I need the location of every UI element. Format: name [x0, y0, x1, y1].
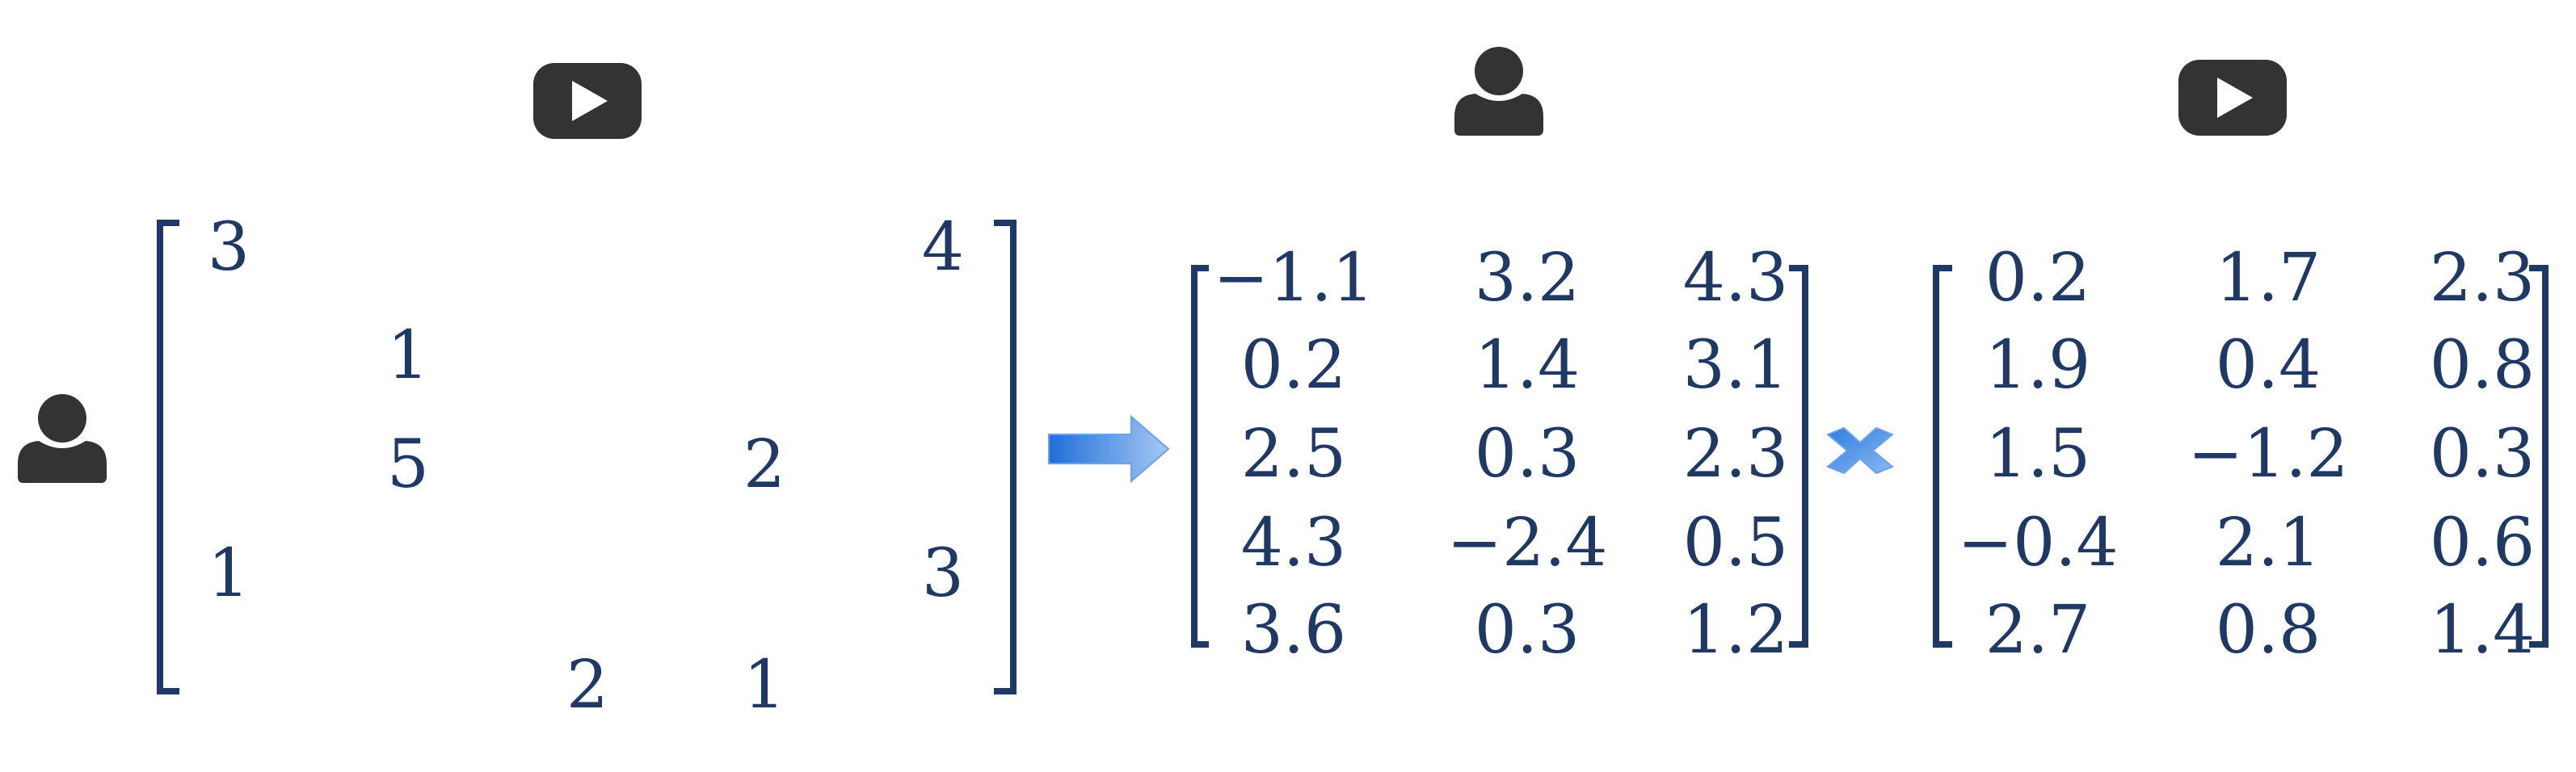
item-factor-left-bracket: [1933, 265, 1952, 648]
item-factor-matrix-cell: 0.3: [2430, 416, 2535, 493]
item-factor-right-bracket: [2529, 265, 2549, 648]
user-factor-matrix-cell: 3.2: [1475, 240, 1580, 317]
user-factor-matrix-cell: 4.3: [1241, 505, 1346, 581]
user-factor-right-bracket: [1789, 265, 1808, 648]
item-factor-matrix-cell: 0.4: [2216, 327, 2321, 404]
user-factor-matrix-cell: 1.2: [1683, 592, 1788, 669]
user-factor-matrix-cell: 0.3: [1475, 592, 1580, 669]
arrow-right-icon: [1048, 414, 1170, 484]
item-factor-matrix-cell: 0.6: [2430, 505, 2535, 581]
user-factor-left-bracket: [1191, 265, 1209, 648]
item-factor-matrix-cell: 0.8: [2216, 592, 2321, 669]
user-factor-matrix-cell: 2.5: [1241, 416, 1346, 493]
user-factor-matrix-cell: 0.5: [1683, 505, 1788, 581]
user-factor-matrix-cell: 4.3: [1683, 240, 1788, 317]
rating-cell: 1: [743, 647, 785, 724]
rating-cell: 4: [922, 209, 964, 286]
rating-matrix-right-bracket: [994, 220, 1017, 694]
user-factor-matrix-cell: 2.3: [1683, 416, 1788, 493]
user-factor-matrix-cell: −2.4: [1446, 505, 1607, 581]
rating-cell: 2: [743, 426, 785, 503]
rating-cell: 1: [208, 535, 250, 612]
user-factor-matrix-cell: −1.1: [1213, 240, 1374, 317]
user-factor-matrix-cell: 3.1: [1683, 327, 1788, 404]
user-factor-matrix-cell: 3.6: [1241, 592, 1346, 669]
item-factor-matrix-cell: 1.9: [1985, 327, 2090, 404]
rating-matrix-left-bracket: [157, 220, 179, 694]
rating-cell: 1: [387, 317, 429, 394]
item-factor-matrix-cell: 1.7: [2216, 240, 2321, 317]
multiply-icon: [1826, 426, 1894, 475]
user-icon: [1454, 47, 1543, 136]
item-factor-matrix: 0.2 1.7 2.3 1.9 0.4 0.8 1.5 −1.2 0.3 −0.4 2.1 0.6 2.…: [1957, 240, 2535, 669]
item-factor-matrix-cell: −0.4: [1957, 505, 2118, 581]
item-factor-matrix-cell: −1.2: [2187, 416, 2348, 493]
item-factor-matrix-cell: 0.2: [1985, 240, 2090, 317]
user-factor-matrix: −1.1 3.2 4.3 0.2 1.4 3.1 2.5 0.3 2.3 4.3 −2.4 0.5 3.…: [1213, 240, 1788, 669]
user-factor-matrix-cell: 1.4: [1475, 327, 1580, 404]
item-factor-matrix-cell: 1.4: [2430, 592, 2535, 669]
item-factor-matrix-cell: 2.3: [2430, 240, 2535, 317]
play-video-icon: [2178, 60, 2287, 136]
item-factor-matrix-cell: 2.1: [2216, 505, 2321, 581]
item-factor-matrix-cell: 0.8: [2430, 327, 2535, 404]
user-factor-matrix-cell: 0.2: [1241, 327, 1346, 404]
item-factor-matrix-cell: 1.5: [1985, 416, 2090, 493]
rating-cell: 3: [208, 209, 250, 286]
rating-cell: 5: [387, 426, 429, 503]
item-factor-matrix-cell: 2.7: [1985, 592, 2090, 669]
play-video-icon: [533, 63, 642, 139]
rating-matrix: 3 1 5 1 2 2 1 4 3: [208, 209, 964, 724]
user-icon: [18, 394, 107, 483]
rating-cell: 3: [922, 535, 964, 612]
user-factor-matrix-cell: 0.3: [1475, 416, 1580, 493]
rating-cell: 2: [566, 647, 608, 724]
